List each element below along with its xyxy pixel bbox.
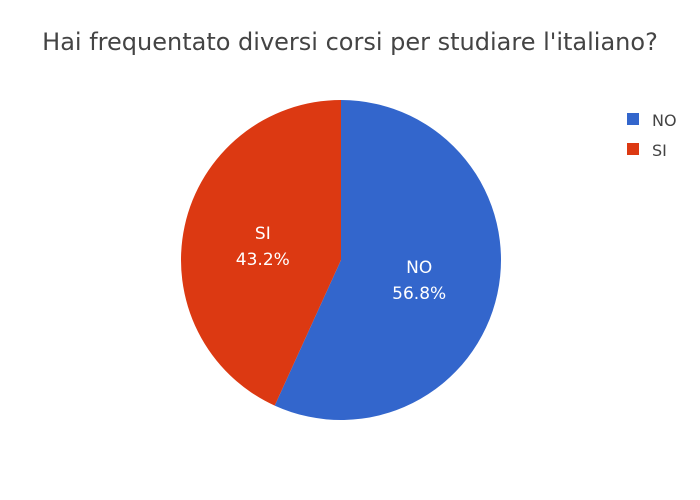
- slice-label-si: SI: [255, 224, 271, 244]
- legend-label-no: NO: [652, 111, 677, 130]
- legend-swatch-si: [627, 143, 639, 155]
- pie-slice-labels: NO 56.8% SI 43.2%: [236, 224, 446, 304]
- legend-swatch-no: [627, 113, 639, 125]
- pie-slices: [181, 100, 502, 420]
- pie-slice-no[interactable]: [274, 100, 502, 420]
- pie-slice-si[interactable]: [181, 100, 341, 406]
- legend-item-no[interactable]: NO: [627, 111, 677, 130]
- slice-percent-no: 56.8%: [392, 284, 446, 304]
- legend-label-si: SI: [652, 141, 667, 160]
- legend: NO SI: [627, 111, 677, 160]
- legend-item-si[interactable]: SI: [627, 141, 667, 160]
- chart-title: Hai frequentato diversi corsi per studia…: [42, 28, 658, 56]
- slice-percent-si: 43.2%: [236, 250, 290, 270]
- slice-label-no: NO: [406, 258, 432, 278]
